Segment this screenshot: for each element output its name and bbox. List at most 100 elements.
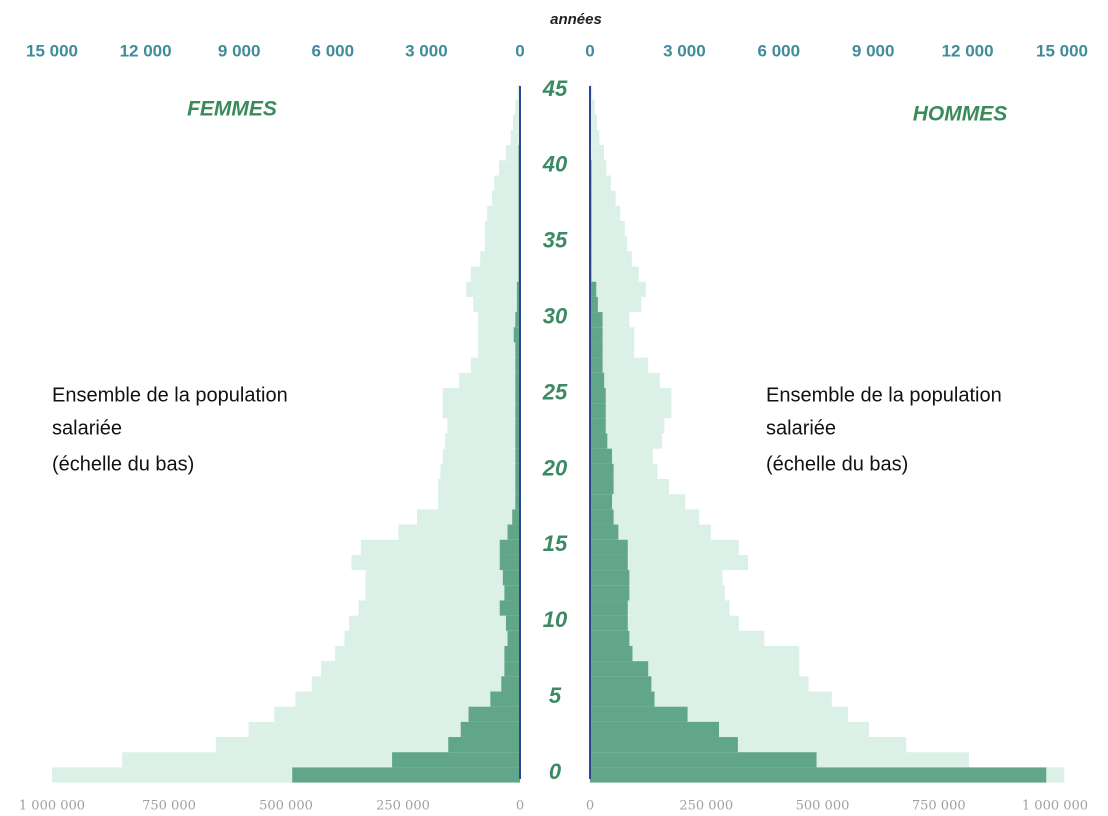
bar	[590, 600, 628, 616]
bar	[590, 387, 672, 404]
bar	[590, 721, 720, 738]
bar	[438, 479, 520, 495]
bar	[590, 524, 619, 540]
bar	[590, 403, 672, 419]
bar	[295, 691, 520, 707]
bar	[487, 205, 520, 222]
bar	[468, 706, 520, 722]
bar	[490, 691, 520, 707]
bar	[335, 645, 520, 662]
bar	[365, 585, 520, 601]
bar	[515, 448, 520, 464]
bar	[590, 509, 700, 525]
bar	[504, 585, 520, 601]
bar	[398, 524, 520, 540]
bar	[590, 296, 642, 313]
bar	[504, 661, 520, 677]
annotation: (échelle du bas)	[766, 453, 908, 475]
bar	[365, 570, 520, 586]
age-tick-label: 20	[542, 455, 568, 480]
bar	[590, 160, 607, 176]
age-tick-label: 10	[543, 607, 568, 632]
annotation: Ensemble de la population	[766, 384, 1002, 406]
bar	[590, 539, 628, 555]
annotation: (échelle du bas)	[52, 453, 194, 475]
x2-tick-label: 15 000	[1036, 41, 1088, 60]
bar	[515, 479, 520, 495]
bar	[513, 327, 520, 343]
bar	[590, 752, 817, 768]
bar	[590, 99, 595, 115]
age-tick-label: 5	[549, 683, 562, 708]
bar	[590, 372, 660, 388]
bar	[515, 418, 520, 434]
bar	[510, 129, 520, 146]
age-tick-label: 15	[543, 531, 568, 556]
bar	[590, 312, 603, 328]
x-tick-label: 1 000 000	[19, 799, 85, 814]
annotation: Ensemble de la population	[52, 384, 288, 406]
bar	[515, 403, 520, 419]
bar	[590, 357, 603, 373]
x-tick-label: 750 000	[912, 799, 966, 814]
bar	[590, 463, 614, 480]
bar	[470, 266, 520, 282]
bar	[358, 600, 520, 616]
bar	[515, 387, 520, 404]
annotation: salariée	[52, 417, 122, 439]
bar	[484, 236, 520, 252]
x2-tick-label: 12 000	[942, 41, 994, 60]
x-tick-label: 750 000	[142, 799, 196, 814]
bar	[516, 281, 520, 297]
x2-tick-label: 15 000	[26, 41, 78, 60]
bar	[516, 296, 520, 313]
bar	[590, 645, 633, 662]
bar	[590, 387, 606, 404]
bar	[498, 160, 520, 176]
bar	[442, 403, 520, 419]
bar	[590, 190, 616, 206]
bar	[460, 721, 520, 738]
x2-tick-label: 6 000	[758, 41, 801, 60]
bar	[499, 539, 520, 555]
x2-tick-label: 3 000	[405, 41, 448, 60]
bar	[590, 145, 604, 161]
age-tick-label: 45	[542, 76, 568, 101]
bar	[590, 630, 765, 646]
age-tick-label: 30	[543, 303, 568, 328]
bar	[392, 752, 520, 768]
age-tick-label: 0	[549, 759, 562, 784]
bar	[590, 448, 613, 464]
bar	[477, 342, 520, 358]
bar	[590, 418, 606, 434]
bar	[447, 418, 520, 434]
bar	[590, 114, 597, 130]
bar	[442, 448, 520, 464]
bar	[515, 342, 520, 358]
bar	[590, 615, 628, 631]
bar	[311, 676, 520, 692]
bar	[590, 645, 800, 662]
bar	[515, 372, 520, 388]
bar	[507, 630, 520, 646]
bar	[351, 554, 520, 571]
bar	[442, 387, 520, 404]
bar	[590, 706, 688, 722]
bar	[499, 600, 520, 616]
bar	[504, 645, 520, 662]
bar	[417, 509, 520, 525]
bar	[292, 767, 520, 783]
bar	[515, 99, 520, 115]
bar	[480, 251, 520, 267]
annotation: salariée	[766, 417, 836, 439]
x2-tick-label: 6 000	[312, 41, 355, 60]
panel-title: HOMMES	[913, 103, 1008, 126]
bar	[590, 737, 738, 753]
bar	[473, 296, 520, 313]
bar	[499, 554, 520, 571]
bar	[515, 357, 520, 373]
bar	[484, 221, 520, 237]
bar	[590, 205, 621, 222]
bar	[590, 494, 613, 510]
